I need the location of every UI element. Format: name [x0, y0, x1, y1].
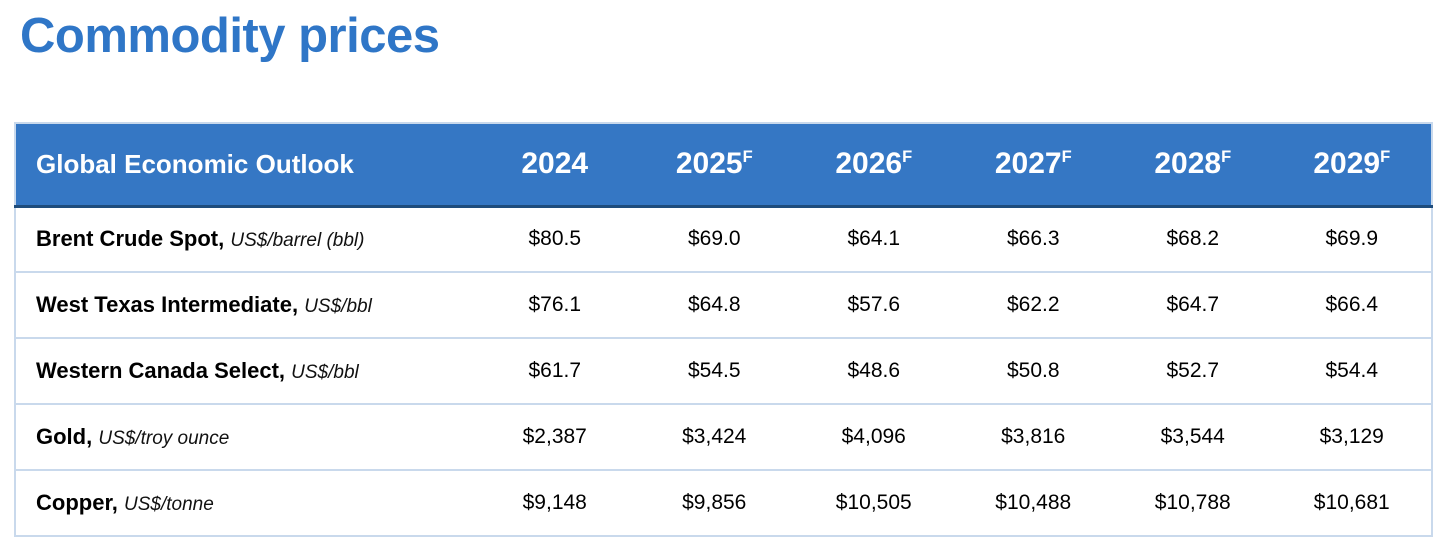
cell-value: $52.7 [1113, 338, 1273, 405]
cell-value: $64.1 [794, 206, 954, 273]
year-label: 2024 [521, 147, 589, 181]
commodity-unit: US$/bbl [291, 362, 359, 383]
cell-value: $3,424 [634, 404, 794, 471]
column-header-2024: 2024 [475, 123, 635, 208]
commodity-name: Brent Crude Spot, [36, 226, 225, 252]
commodity-name: Copper, [36, 490, 118, 515]
cell-value: $3,816 [953, 404, 1113, 471]
row-label: Copper, US$/tonne [15, 470, 475, 537]
column-header-2028: 2028F [1113, 123, 1273, 208]
year-label: 2027 [994, 147, 1062, 181]
cell-value: $10,788 [1113, 470, 1273, 537]
table-header-label: Global Economic Outlook [15, 123, 475, 208]
page-title: Commodity prices [20, 9, 440, 63]
table-row-wcs: Western Canada Select, US$/bbl $61.7 $54… [15, 338, 1432, 405]
row-label: West Texas Intermediate, US$/bbl [15, 272, 475, 339]
cell-value: $66.3 [953, 206, 1113, 273]
cell-value: $69.0 [634, 206, 794, 273]
commodity-name: Western Canada Select, [36, 358, 286, 383]
commodity-unit: US$/barrel (bbl) [230, 230, 365, 252]
cell-value: $10,681 [1272, 470, 1432, 537]
cell-value: $3,544 [1113, 404, 1273, 471]
commodity-name: West Texas Intermediate, [36, 292, 299, 317]
forecast-superscript: F [1061, 148, 1072, 167]
cell-value: $61.7 [475, 338, 635, 405]
cell-value: $80.5 [475, 206, 635, 273]
commodity-unit: US$/troy ounce [98, 428, 230, 449]
cell-value: $2,387 [475, 404, 635, 471]
table-header-row: Global Economic Outlook 2024 2025F 2026F… [15, 123, 1432, 208]
year-label: 2026 [835, 147, 903, 181]
year-label: 2025 [675, 147, 743, 181]
table-row-gold: Gold, US$/troy ounce $2,387 $3,424 $4,09… [15, 404, 1432, 471]
commodity-unit: US$/tonne [124, 494, 214, 515]
commodity-prices-table: Global Economic Outlook 2024 2025F 2026F… [14, 122, 1433, 537]
cell-value: $64.7 [1113, 272, 1273, 339]
column-header-2025: 2025F [634, 123, 794, 208]
commodity-unit: US$/bbl [304, 296, 372, 317]
row-label: Western Canada Select, US$/bbl [15, 338, 475, 405]
cell-value: $48.6 [794, 338, 954, 405]
cell-value: $57.6 [794, 272, 954, 339]
cell-value: $4,096 [794, 404, 954, 471]
forecast-superscript: F [1221, 148, 1232, 167]
cell-value: $10,488 [953, 470, 1113, 537]
row-label: Brent Crude Spot, US$/barrel (bbl) [15, 206, 475, 273]
year-label: 2029 [1313, 147, 1381, 181]
commodity-name: Gold, [36, 424, 93, 449]
cell-value: $3,129 [1272, 404, 1432, 471]
cell-value: $62.2 [953, 272, 1113, 339]
cell-value: $54.4 [1272, 338, 1432, 405]
cell-value: $50.8 [953, 338, 1113, 405]
table-row-wti: West Texas Intermediate, US$/bbl $76.1 $… [15, 272, 1432, 339]
cell-value: $64.8 [634, 272, 794, 339]
cell-value: $9,856 [634, 470, 794, 537]
column-header-2026: 2026F [794, 123, 954, 208]
table-row-copper: Copper, US$/tonne $9,148 $9,856 $10,505 … [15, 470, 1432, 537]
forecast-superscript: F [902, 148, 913, 167]
cell-value: $54.5 [634, 338, 794, 405]
cell-value: $69.9 [1272, 206, 1432, 273]
cell-value: $68.2 [1113, 206, 1273, 273]
column-header-2027: 2027F [953, 123, 1113, 208]
forecast-superscript: F [742, 148, 753, 167]
cell-value: $76.1 [475, 272, 635, 339]
year-label: 2028 [1154, 147, 1222, 181]
cell-value: $10,505 [794, 470, 954, 537]
row-label: Gold, US$/troy ounce [15, 404, 475, 471]
column-header-2029: 2029F [1272, 123, 1432, 208]
table-row-brent-crude: Brent Crude Spot, US$/barrel (bbl) $80.5… [15, 206, 1432, 273]
forecast-superscript: F [1380, 148, 1391, 167]
cell-value: $9,148 [475, 470, 635, 537]
cell-value: $66.4 [1272, 272, 1432, 339]
